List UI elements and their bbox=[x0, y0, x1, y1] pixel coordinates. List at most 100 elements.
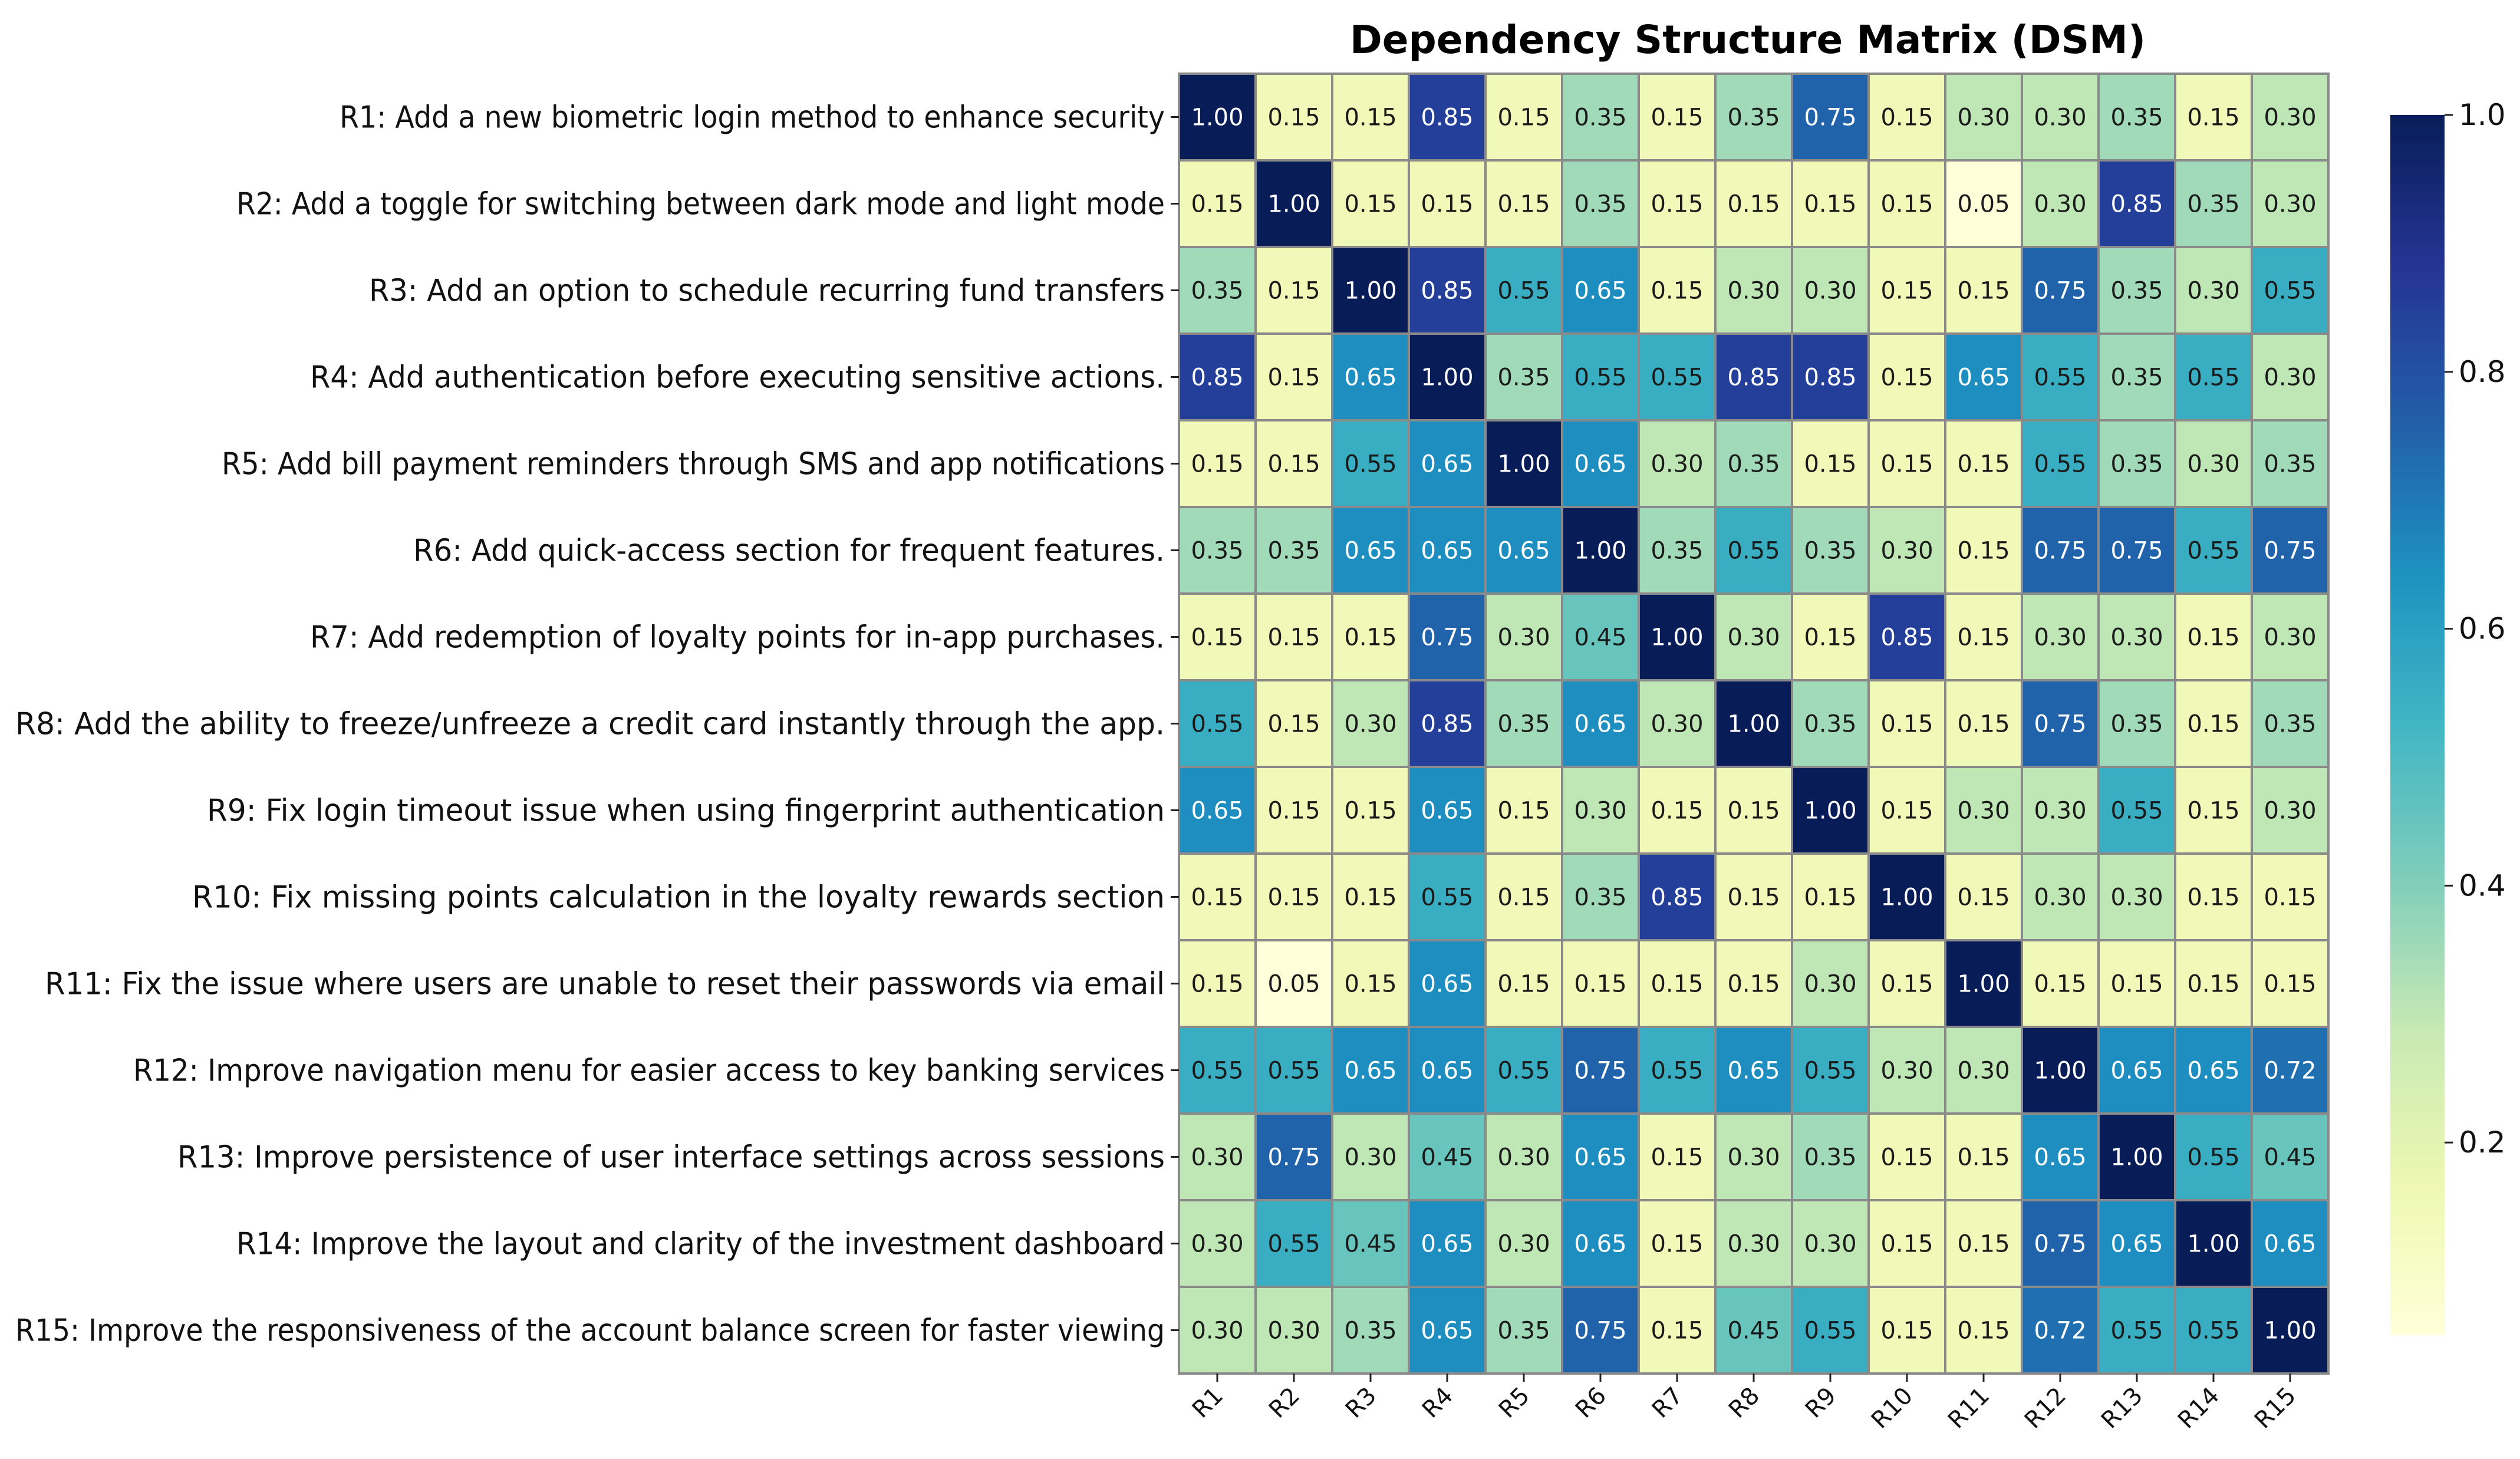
cell-value-label: 0.15 bbox=[1880, 1318, 1933, 1345]
heatmap-cell bbox=[1408, 1199, 1487, 1288]
cell-value-label: 0.65 bbox=[1421, 798, 1473, 825]
colorbar-tick-label: 0.2 bbox=[2459, 1125, 2506, 1160]
cell-value-label: 0.30 bbox=[1727, 1231, 1780, 1258]
cell-value-label: 0.65 bbox=[1421, 1318, 1473, 1345]
cell-value-label: 0.15 bbox=[1497, 971, 1550, 998]
heatmap-cell bbox=[2097, 592, 2176, 681]
cell-value-label: 0.15 bbox=[1651, 1318, 1703, 1345]
cell-value-label: 0.30 bbox=[2034, 104, 2086, 131]
heatmap-cell bbox=[1638, 159, 1717, 248]
heatmap-cell bbox=[2021, 419, 2100, 508]
cell-value-label: 0.55 bbox=[1267, 1058, 1320, 1085]
heatmap-cell bbox=[2021, 1286, 2100, 1375]
cell-value-label: 0.15 bbox=[1957, 624, 2010, 651]
heatmap-cell bbox=[1254, 1112, 1333, 1201]
heatmap-cell bbox=[1178, 419, 1257, 508]
cell-value-label: 0.30 bbox=[1727, 278, 1780, 305]
heatmap-cell bbox=[1331, 506, 1410, 595]
cell-value-label: 0.55 bbox=[2264, 278, 2316, 305]
cell-value-label: 0.15 bbox=[1957, 451, 2010, 478]
cell-value-label: 0.15 bbox=[1267, 884, 1320, 911]
heatmap-cell bbox=[1714, 766, 1793, 855]
cell-value-label: 0.15 bbox=[1344, 798, 1396, 825]
cell-value-label: 0.65 bbox=[1727, 1058, 1780, 1085]
cell-value-label: 0.15 bbox=[2264, 884, 2316, 911]
cell-value-label: 0.65 bbox=[1191, 798, 1243, 825]
cell-value-label: 0.30 bbox=[2264, 624, 2316, 651]
heatmap-cell bbox=[1867, 332, 1946, 421]
cell-value-label: 0.15 bbox=[1191, 624, 1243, 651]
heatmap-cell bbox=[2251, 1286, 2330, 1375]
cell-value-label: 0.35 bbox=[2187, 191, 2239, 218]
cell-value-label: 0.35 bbox=[1497, 711, 1550, 738]
column-label: R6 bbox=[1570, 1382, 1612, 1424]
cell-value-label: 0.30 bbox=[1727, 624, 1780, 651]
cell-value-label: 0.15 bbox=[1957, 278, 2010, 305]
cell-value-label: 0.65 bbox=[1574, 278, 1626, 305]
cell-value-label: 0.15 bbox=[1727, 971, 1780, 998]
column-label: R2 bbox=[1264, 1382, 1305, 1424]
cell-value-label: 0.75 bbox=[2264, 538, 2316, 565]
cell-value-label: 0.30 bbox=[2034, 191, 2086, 218]
heatmap-cell bbox=[1178, 1026, 1257, 1115]
heatmap-cell bbox=[1714, 159, 1793, 248]
cell-value-label: 0.30 bbox=[2110, 624, 2163, 651]
cell-value-label: 0.35 bbox=[1651, 538, 1703, 565]
cell-value-label: 1.00 bbox=[1344, 278, 1396, 305]
heatmap-cell bbox=[1561, 419, 1640, 508]
colorbar-tick-label: 0.6 bbox=[2459, 612, 2506, 646]
cell-value-label: 0.65 bbox=[1421, 971, 1473, 998]
heatmap-cell bbox=[1408, 159, 1487, 248]
cell-value-label: 0.45 bbox=[1344, 1231, 1396, 1258]
heatmap-cell bbox=[1561, 939, 1640, 1028]
heatmap-cell bbox=[1178, 506, 1257, 595]
cell-value-label: 0.55 bbox=[2187, 1144, 2239, 1171]
cell-value-label: 0.15 bbox=[1267, 364, 1320, 391]
cell-value-label: 0.30 bbox=[1497, 1144, 1550, 1171]
cell-value-label: 1.00 bbox=[1497, 451, 1550, 478]
row-label: R8: Add the ability to freeze/unfreeze a… bbox=[15, 707, 1165, 742]
heatmap-cell bbox=[1561, 766, 1640, 855]
cell-value-label: 0.75 bbox=[2034, 711, 2086, 738]
cell-value-label: 0.30 bbox=[1651, 451, 1703, 478]
cell-value-label: 0.15 bbox=[1344, 624, 1396, 651]
cell-value-label: 0.55 bbox=[2110, 798, 2163, 825]
cell-value-label: 0.30 bbox=[1651, 711, 1703, 738]
cell-value-label: 0.15 bbox=[2187, 104, 2239, 131]
heatmap-cell bbox=[2021, 592, 2100, 681]
cell-value-label: 0.15 bbox=[1191, 191, 1243, 218]
heatmap-cell bbox=[1408, 332, 1487, 421]
cell-value-label: 0.35 bbox=[2110, 104, 2163, 131]
cell-value-label: 0.15 bbox=[1957, 1144, 2010, 1171]
cell-value-label: 0.65 bbox=[1421, 451, 1473, 478]
cell-value-label: 0.65 bbox=[2110, 1058, 2163, 1085]
cell-value-label: 0.30 bbox=[2264, 104, 2316, 131]
cell-value-label: 0.35 bbox=[1497, 1318, 1550, 1345]
heatmap-cell bbox=[2251, 766, 2330, 855]
cell-value-label: 0.35 bbox=[1804, 711, 1856, 738]
heatmap-cell bbox=[1638, 939, 1717, 1028]
cell-value-label: 0.65 bbox=[1421, 538, 1473, 565]
cell-value-label: 0.35 bbox=[1497, 364, 1550, 391]
cell-value-label: 0.65 bbox=[2264, 1231, 2316, 1258]
heatmap-cell bbox=[1484, 679, 1563, 768]
cell-value-label: 1.00 bbox=[1574, 538, 1626, 565]
cell-value-label: 1.00 bbox=[1651, 624, 1703, 651]
heatmap-cell bbox=[2174, 679, 2253, 768]
cell-value-label: 0.55 bbox=[1497, 1058, 1550, 1085]
cell-value-label: 0.15 bbox=[1957, 1231, 2010, 1258]
heatmap-cell bbox=[1638, 506, 1717, 595]
cell-value-label: 0.30 bbox=[1344, 1144, 1396, 1171]
cell-value-label: 0.35 bbox=[1727, 104, 1780, 131]
heatmap-cell bbox=[1408, 506, 1487, 595]
cell-value-label: 0.55 bbox=[2187, 1318, 2239, 1345]
cell-value-label: 0.15 bbox=[1727, 884, 1780, 911]
cell-value-label: 0.30 bbox=[1957, 798, 2010, 825]
heatmap-cell bbox=[2174, 332, 2253, 421]
cell-value-label: 0.30 bbox=[2264, 191, 2316, 218]
heatmap-cell bbox=[2251, 1026, 2330, 1115]
cell-value-label: 0.30 bbox=[2110, 884, 2163, 911]
heatmap-cell bbox=[1944, 679, 2023, 768]
cell-value-label: 0.15 bbox=[1267, 798, 1320, 825]
heatmap-cell bbox=[2021, 939, 2100, 1028]
